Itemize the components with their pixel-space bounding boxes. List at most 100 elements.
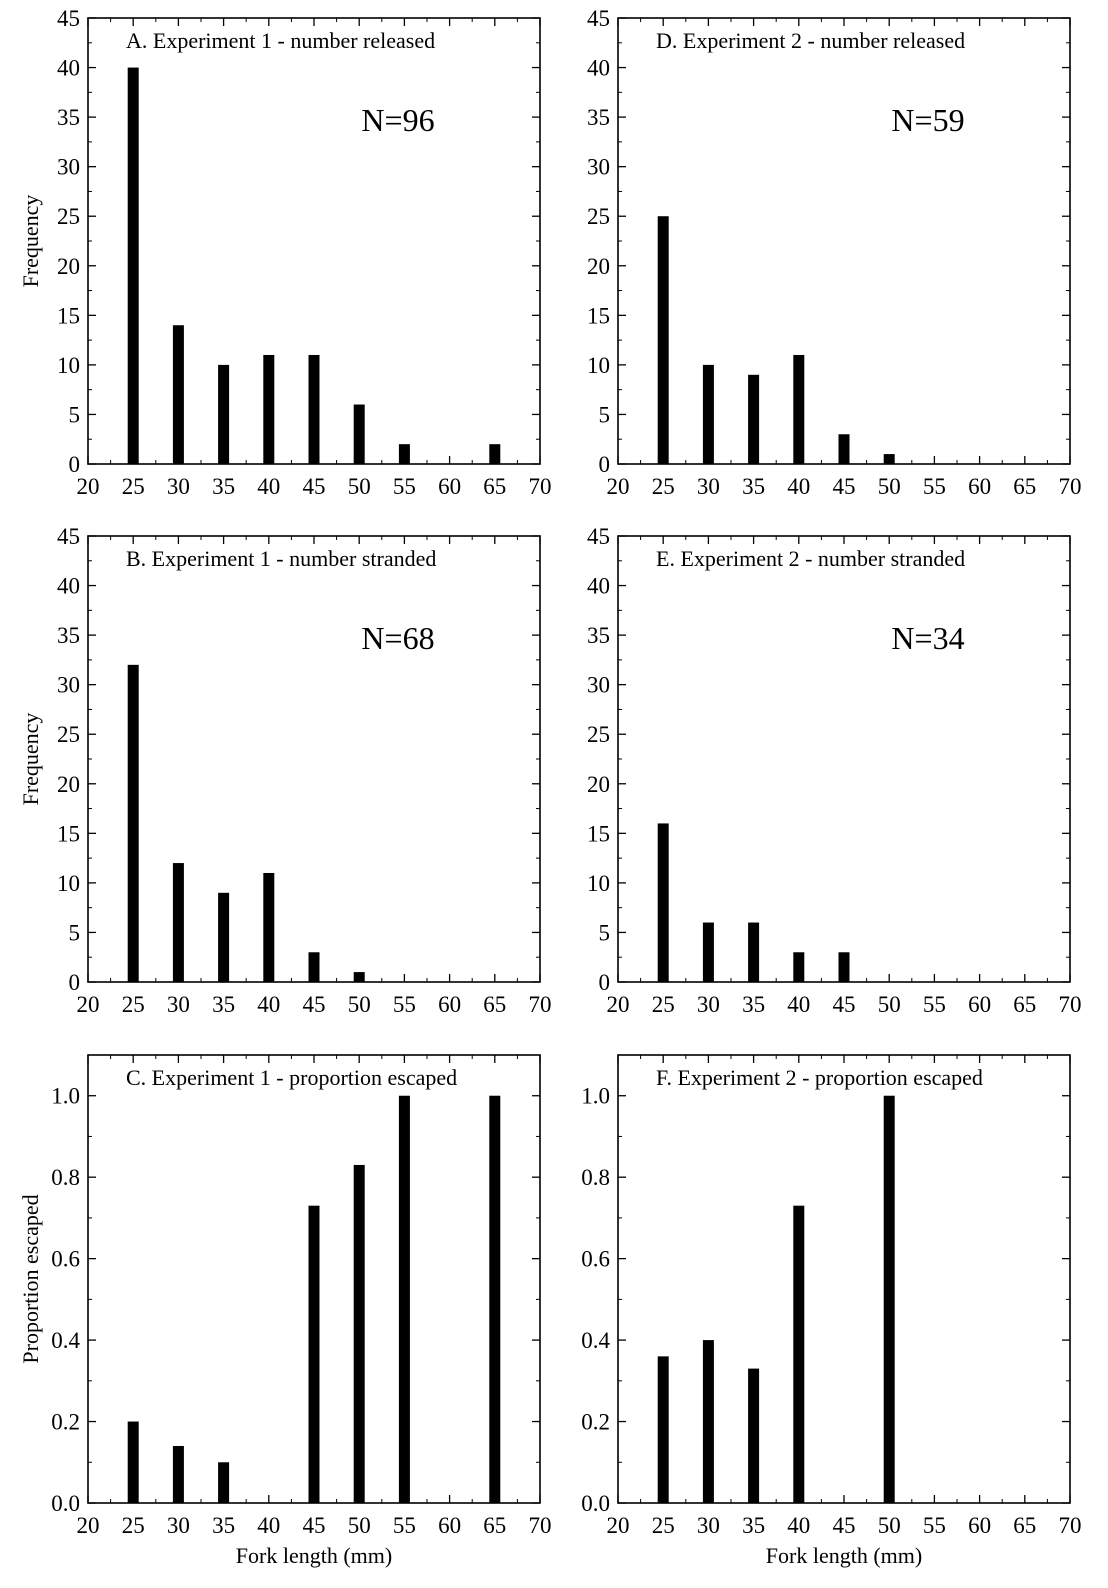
y-tick-label: 45 bbox=[587, 524, 610, 549]
chart-panel-e: 20 25 30 35 40 45 50 55 60 65 70 0 5 10 15 20 25 30 35 40 45… bbox=[587, 524, 1082, 1017]
x-tick-label: 45 bbox=[833, 1513, 856, 1538]
x-axis-title: Fork length (mm) bbox=[236, 1543, 392, 1568]
x-tick-label: 50 bbox=[348, 992, 371, 1017]
x-tick-label: 50 bbox=[348, 1513, 371, 1538]
y-tick-label: 0 bbox=[69, 452, 81, 477]
y-tick-label: 40 bbox=[587, 574, 610, 599]
y-tick-label: 35 bbox=[587, 623, 610, 648]
y-tick-label: 35 bbox=[57, 623, 80, 648]
bar-30 bbox=[172, 1445, 184, 1503]
y-tick-label: 0 bbox=[599, 452, 611, 477]
y-tick-label: 1.0 bbox=[581, 1084, 610, 1109]
x-tick-label: 30 bbox=[167, 1513, 190, 1538]
x-tick-label: 40 bbox=[787, 474, 810, 499]
x-tick-label: 50 bbox=[878, 992, 901, 1017]
x-tick-label: 40 bbox=[257, 992, 280, 1017]
x-tick-label: 65 bbox=[1013, 1513, 1036, 1538]
x-tick-label: 40 bbox=[787, 992, 810, 1017]
y-tick-label: 0.2 bbox=[51, 1410, 80, 1435]
x-tick-label: 30 bbox=[167, 474, 190, 499]
x-tick-label: 55 bbox=[393, 1513, 416, 1538]
x-tick-label: 30 bbox=[697, 474, 720, 499]
x-tick-label: 35 bbox=[742, 1513, 765, 1538]
chart-panel-b: 20 25 30 35 40 45 50 55 60 65 70 0 5 10 15 20 25 30 35 40 45… bbox=[18, 524, 552, 1017]
bar-40 bbox=[263, 872, 275, 982]
y-tick-label: 30 bbox=[57, 673, 80, 698]
y-tick-label: 0.0 bbox=[581, 1491, 610, 1516]
bar-25 bbox=[657, 823, 669, 982]
bar-50 bbox=[353, 972, 365, 982]
x-tick-label: 35 bbox=[212, 474, 235, 499]
x-tick-label: 20 bbox=[77, 992, 100, 1017]
y-tick-label: 35 bbox=[587, 105, 610, 130]
x-tick-label: 65 bbox=[1013, 474, 1036, 499]
bar-30 bbox=[702, 364, 714, 464]
y-tick-label: 5 bbox=[69, 402, 81, 427]
bar-30 bbox=[172, 863, 184, 982]
y-tick-label: 20 bbox=[57, 772, 80, 797]
y-tick-label: 45 bbox=[587, 6, 610, 31]
y-tick-label: 15 bbox=[587, 821, 610, 846]
bar-40 bbox=[793, 354, 805, 464]
x-tick-label: 25 bbox=[652, 992, 675, 1017]
x-tick-label: 45 bbox=[303, 992, 326, 1017]
y-tick-label: 25 bbox=[587, 204, 610, 229]
y-tick-label: 20 bbox=[587, 254, 610, 279]
x-tick-label: 40 bbox=[257, 1513, 280, 1538]
x-tick-label: 55 bbox=[923, 1513, 946, 1538]
bar-25 bbox=[657, 216, 669, 464]
chart-panel-f: 20 25 30 35 40 45 50 55 60 65 70 0.0 0.2 0.4 0.6 0.8 1.0… bbox=[581, 1054, 1082, 1568]
y-tick-label: 15 bbox=[587, 303, 610, 328]
y-tick-label: 30 bbox=[587, 673, 610, 698]
x-tick-label: 30 bbox=[697, 992, 720, 1017]
x-tick-label: 35 bbox=[212, 1513, 235, 1538]
x-tick-label: 25 bbox=[122, 1513, 145, 1538]
bar-40 bbox=[793, 952, 805, 982]
bar-35 bbox=[218, 892, 230, 982]
x-tick-label: 50 bbox=[878, 474, 901, 499]
y-tick-label: 0 bbox=[69, 970, 81, 995]
x-tick-label: 30 bbox=[697, 1513, 720, 1538]
x-tick-label: 50 bbox=[878, 1513, 901, 1538]
x-tick-label: 60 bbox=[968, 1513, 991, 1538]
x-tick-label: 55 bbox=[393, 474, 416, 499]
y-tick-label: 25 bbox=[587, 722, 610, 747]
x-tick-label: 35 bbox=[742, 992, 765, 1017]
bar-30 bbox=[172, 325, 184, 464]
bar-65 bbox=[489, 444, 501, 464]
y-axis-title: Proportion escaped bbox=[18, 1194, 43, 1363]
x-tick-label: 35 bbox=[742, 474, 765, 499]
x-tick-label: 65 bbox=[483, 474, 506, 499]
x-tick-label: 25 bbox=[652, 474, 675, 499]
x-tick-label: 45 bbox=[833, 992, 856, 1017]
y-tick-label: 0.8 bbox=[51, 1165, 80, 1190]
x-tick-label: 20 bbox=[607, 992, 630, 1017]
bar-45 bbox=[838, 434, 850, 464]
x-tick-label: 65 bbox=[1013, 992, 1036, 1017]
plot-frame bbox=[617, 1054, 1071, 1504]
y-tick-label: 10 bbox=[587, 871, 610, 896]
y-tick-label: 0.6 bbox=[51, 1247, 80, 1272]
y-tick-label: 40 bbox=[587, 56, 610, 81]
chart-panel-c: 20 25 30 35 40 45 50 55 60 65 70 0.0 0.2 0.4 0.6 0.8 1.0… bbox=[18, 1054, 552, 1568]
bar-65 bbox=[489, 1095, 501, 1503]
x-tick-label: 70 bbox=[1059, 1513, 1082, 1538]
chart-panel-a: 20 25 30 35 40 45 50 55 60 65 70 0 5 10 15 20 25 30 35 40 45… bbox=[18, 6, 552, 499]
sample-size-label: N=96 bbox=[361, 102, 434, 138]
y-tick-label: 10 bbox=[57, 353, 80, 378]
y-tick-label: 15 bbox=[57, 303, 80, 328]
y-tick-label: 0.4 bbox=[581, 1328, 610, 1353]
bar-40 bbox=[793, 1205, 805, 1503]
y-tick-label: 10 bbox=[587, 353, 610, 378]
x-tick-label: 20 bbox=[77, 1513, 100, 1538]
bar-35 bbox=[218, 364, 230, 464]
bar-45 bbox=[838, 952, 850, 982]
bar-45 bbox=[308, 1205, 320, 1503]
bar-50 bbox=[353, 404, 365, 464]
sample-size-label: N=68 bbox=[361, 620, 434, 656]
bar-35 bbox=[748, 922, 760, 982]
bar-50 bbox=[883, 1095, 895, 1503]
x-tick-label: 60 bbox=[968, 474, 991, 499]
bar-30 bbox=[702, 922, 714, 982]
